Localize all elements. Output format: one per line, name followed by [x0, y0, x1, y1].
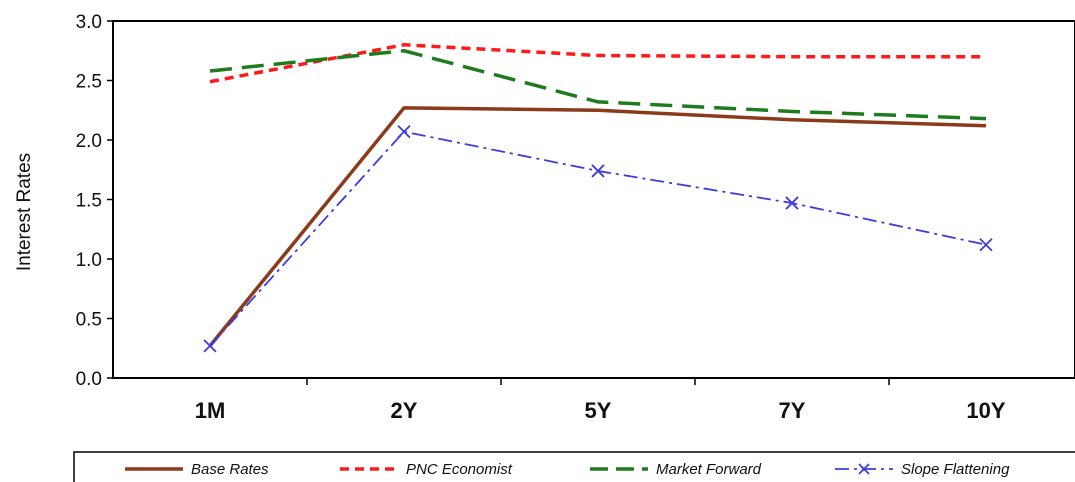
- x-category-label: 1M: [195, 398, 226, 423]
- x-category-label: 10Y: [966, 398, 1005, 423]
- legend-label: Market Forward: [656, 461, 762, 478]
- plot-frame: [112, 20, 1075, 379]
- y-tick-label: 1.0: [76, 250, 102, 271]
- x-category-label: 7Y: [779, 398, 806, 423]
- series-line: [209, 43, 986, 84]
- legend-label: Base Rates: [191, 461, 269, 478]
- data-point-marker: [979, 238, 993, 252]
- legend-label: Slope Flattening: [901, 461, 1010, 478]
- y-tick-label: 0.5: [76, 310, 102, 331]
- legend-label: PNC Economist: [406, 461, 513, 478]
- y-tick-label: 1.5: [76, 191, 102, 212]
- series-line: [209, 130, 987, 347]
- y-tick-label: 2.5: [76, 72, 102, 93]
- legend-box: [73, 451, 1075, 482]
- x-category-label: 5Y: [585, 398, 612, 423]
- y-tick-label: 0.0: [76, 369, 102, 390]
- data-point-marker: [203, 339, 217, 353]
- data-point-marker: [591, 164, 605, 178]
- series-line: [209, 49, 987, 121]
- data-point-marker: [785, 196, 799, 210]
- data-point-marker: [397, 125, 411, 139]
- y-tick-label: 2.0: [76, 131, 102, 152]
- y-axis-label: Interest Rates: [14, 153, 35, 271]
- legend-marker: [858, 463, 870, 475]
- x-category-label: 2Y: [391, 398, 418, 423]
- y-tick-label: 3.0: [76, 12, 102, 33]
- series-line: [208, 106, 987, 347]
